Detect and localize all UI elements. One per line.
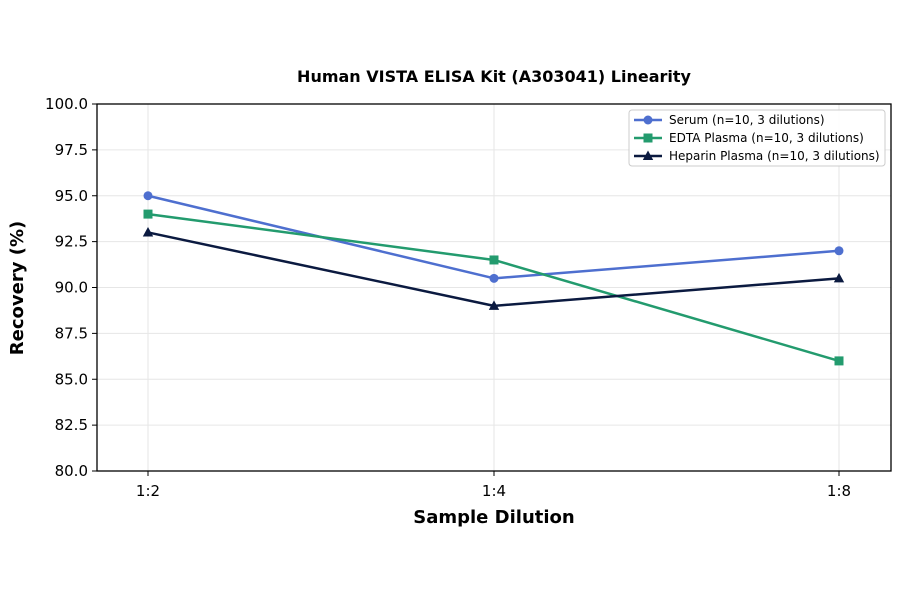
y-tick-label: 82.5	[55, 416, 88, 434]
data-point	[834, 356, 844, 366]
data-point	[489, 273, 499, 283]
legend-swatch-marker	[642, 150, 654, 160]
legend-label: Serum (n=10, 3 dilutions)	[669, 113, 825, 127]
legend-label: EDTA Plasma (n=10, 3 dilutions)	[669, 131, 864, 145]
data-point	[143, 191, 153, 201]
y-tick-label: 90.0	[55, 279, 88, 297]
x-axis-label: Sample Dilution	[413, 507, 574, 528]
series-2	[143, 209, 844, 366]
x-axis: 1:2 1:4 1:8	[136, 471, 851, 500]
legend-label: Heparin Plasma (n=10, 3 dilutions)	[669, 149, 880, 163]
x-tick-label: 1:4	[482, 482, 506, 500]
legend-entry: Serum (n=10, 3 dilutions)	[634, 113, 825, 127]
y-tick-label: 80.0	[55, 462, 88, 480]
y-tick-label: 92.5	[55, 233, 88, 251]
chart-title: Human VISTA ELISA Kit (A303041) Linearit…	[297, 67, 691, 86]
legend-entry: Heparin Plasma (n=10, 3 dilutions)	[634, 149, 880, 163]
y-axis-label: Recovery (%)	[7, 221, 28, 355]
y-axis: 80.0 82.5 85.0 87.5 90.0 92.5 95.0 97.5 100.0	[45, 95, 97, 480]
data-point	[834, 246, 844, 256]
data-point	[142, 226, 154, 237]
y-tick-label: 97.5	[55, 141, 88, 159]
x-tick-label: 1:2	[136, 482, 160, 500]
series-1	[143, 191, 844, 283]
y-tick-label: 95.0	[55, 187, 88, 205]
y-tick-label: 87.5	[55, 324, 88, 342]
legend-swatch-marker	[643, 133, 653, 143]
series-3	[142, 226, 845, 310]
legend-box	[628, 109, 886, 167]
data-point	[488, 300, 500, 310]
y-tick-label: 100.0	[45, 95, 88, 113]
legend-swatch-marker	[643, 115, 653, 125]
data-point	[833, 272, 845, 283]
legend: Serum (n=10, 3 dilutions) EDTA Plasma (n=…	[628, 109, 886, 167]
data-point	[489, 255, 499, 265]
series-layer	[142, 191, 845, 366]
data-point	[143, 209, 153, 219]
legend-entry: EDTA Plasma (n=10, 3 dilutions)	[634, 131, 864, 145]
x-tick-label: 1:8	[827, 482, 851, 500]
y-tick-label: 85.0	[55, 370, 88, 388]
